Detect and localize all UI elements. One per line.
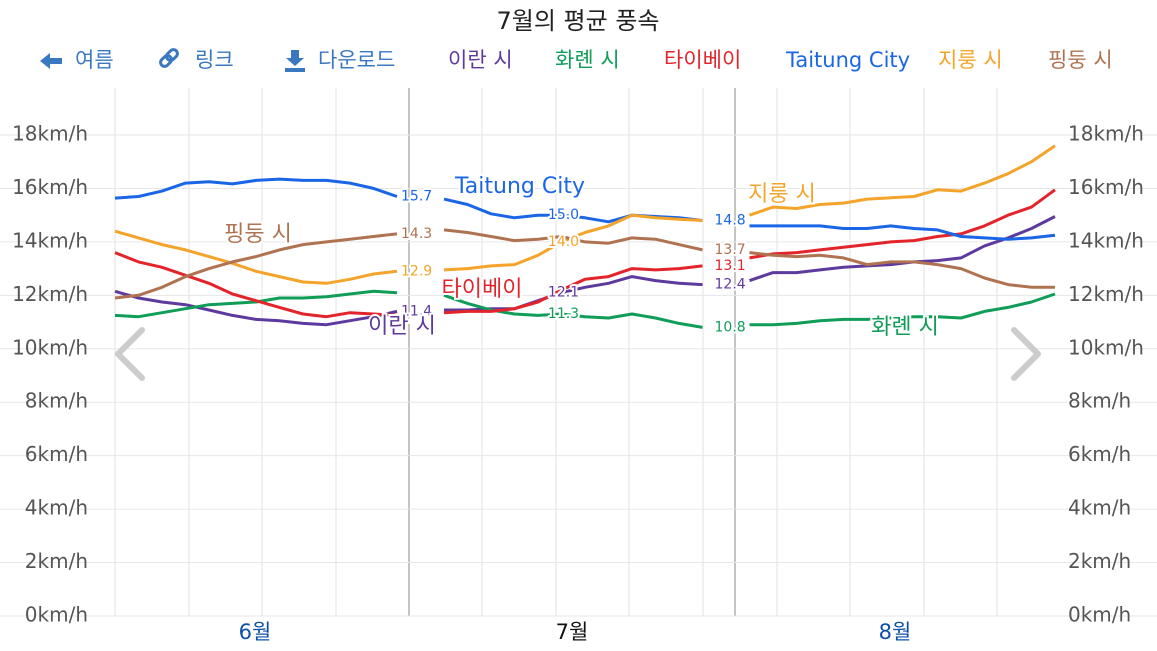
- y-tick-label: 10km/h: [12, 335, 88, 359]
- value-label: 12.9: [401, 263, 432, 279]
- chart-title: 7월의 평균 풍속: [496, 7, 659, 35]
- series-name-label: 지룽 시: [748, 182, 816, 207]
- y-tick-label-right: 16km/h: [1068, 175, 1144, 199]
- y-tick-label: 2km/h: [25, 549, 88, 573]
- series-name-label: 핑둥 시: [224, 222, 292, 247]
- nav-link[interactable]: 링크: [195, 48, 234, 72]
- y-tick-label: 6km/h: [25, 442, 88, 466]
- x-tick-label: 6월: [239, 620, 272, 644]
- value-label: 10.8: [715, 319, 746, 335]
- y-tick-label-right: 6km/h: [1068, 442, 1131, 466]
- legend-entry[interactable]: 타이베이: [664, 48, 741, 72]
- value-label: 11.3: [548, 306, 579, 322]
- value-label: 13.7: [715, 242, 746, 258]
- series-name-label: 화롄 시: [871, 315, 939, 340]
- series-name-label: Taitung City: [454, 174, 585, 199]
- next-arrow[interactable]: [1011, 327, 1041, 381]
- y-tick-label: 0km/h: [25, 603, 88, 627]
- series-line: [114, 188, 1056, 319]
- y-tick-label-right: 10km/h: [1068, 335, 1144, 359]
- nav-link[interactable]: 여름: [75, 48, 114, 72]
- legend-entry[interactable]: 핑둥 시: [1048, 48, 1113, 72]
- legend-entry[interactable]: 화롄 시: [555, 48, 620, 72]
- value-label: 13.1: [715, 258, 746, 274]
- download-icon[interactable]: [285, 50, 305, 72]
- y-tick-label-right: 0km/h: [1068, 603, 1131, 627]
- value-label: 14.3: [401, 226, 432, 242]
- prev-arrow[interactable]: [115, 327, 145, 381]
- value-label: 15.7: [401, 188, 432, 204]
- y-tick-label: 8km/h: [25, 389, 88, 413]
- value-label: 14.0: [548, 234, 579, 250]
- legend-entry[interactable]: 지룽 시: [938, 48, 1003, 72]
- y-tick-label-right: 12km/h: [1068, 282, 1144, 306]
- y-tick-label-right: 4km/h: [1068, 496, 1131, 520]
- y-tick-label: 16km/h: [12, 175, 88, 199]
- x-tick-label: 8월: [879, 620, 912, 644]
- y-tick-label: 12km/h: [12, 282, 88, 306]
- back-icon[interactable]: [40, 53, 62, 69]
- link-icon[interactable]: [159, 48, 179, 68]
- y-tick-label-right: 2km/h: [1068, 549, 1131, 573]
- series-line: [114, 228, 1055, 300]
- value-label: 12.4: [715, 277, 746, 293]
- value-label: 15.0: [548, 207, 579, 223]
- series-name-label: 타이베이: [442, 277, 523, 302]
- legend-entry[interactable]: Taitung City: [785, 48, 910, 72]
- value-label: 12.1: [548, 285, 579, 301]
- value-label: 11.4: [401, 303, 432, 319]
- series-line: [114, 144, 1056, 285]
- nav-link[interactable]: 다운로드: [318, 48, 395, 72]
- value-label: 14.8: [715, 213, 746, 229]
- y-tick-label: 4km/h: [25, 496, 88, 520]
- y-tick-label: 14km/h: [12, 228, 88, 252]
- legend-entry[interactable]: 이란 시: [448, 48, 513, 72]
- y-tick-label-right: 8km/h: [1068, 389, 1131, 413]
- series-name-label: 이란 시: [368, 314, 436, 339]
- y-tick-label-right: 18km/h: [1068, 122, 1144, 146]
- x-tick-label: 7월: [556, 620, 589, 644]
- y-tick-label-right: 14km/h: [1068, 228, 1144, 252]
- y-tick-label: 18km/h: [12, 122, 88, 146]
